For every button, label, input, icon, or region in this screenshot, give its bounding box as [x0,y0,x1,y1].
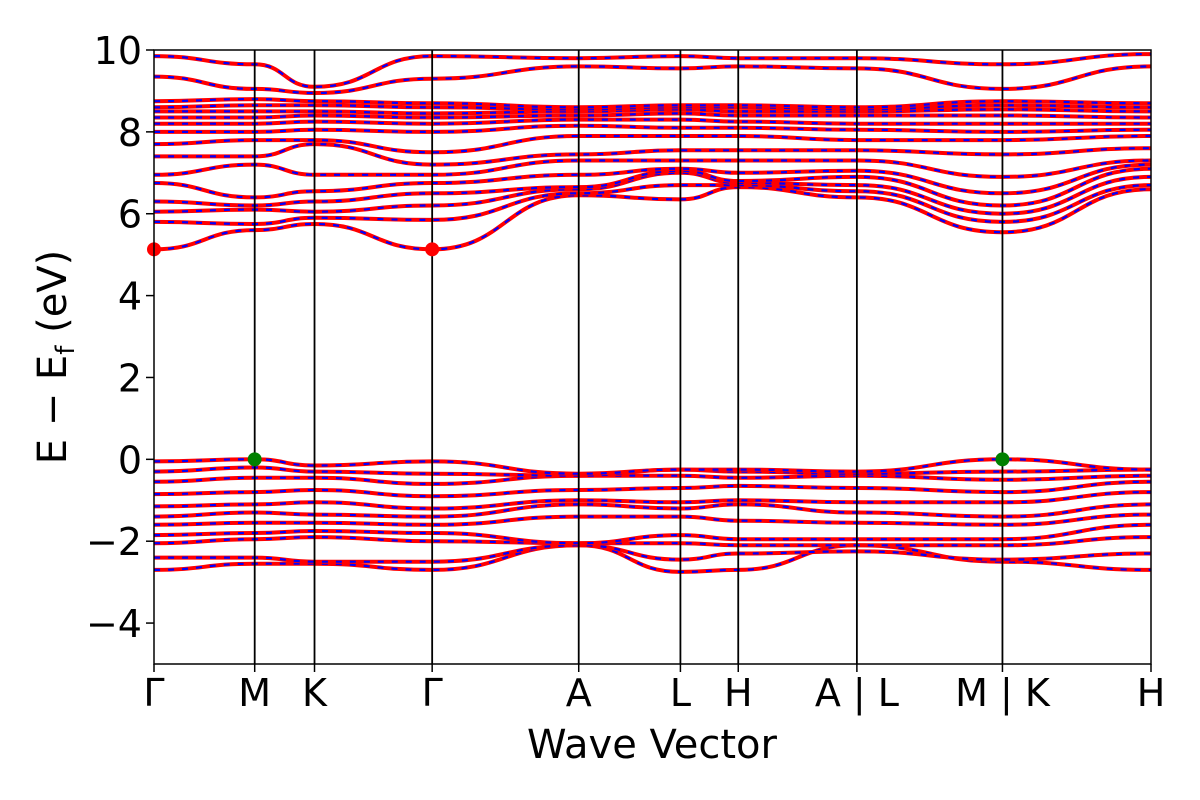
y-axis-label-subscript: f [51,345,81,355]
band-line-primary [154,117,1151,126]
band-line-secondary [154,108,1151,115]
x-tick-label: H [1137,671,1166,715]
y-tick-label: 4 [118,275,142,319]
band-line-primary [154,162,1151,200]
band-line-secondary [154,142,1151,166]
band-line-secondary [154,480,1151,498]
band-line-secondary [154,544,1151,574]
band-line-primary [154,123,1151,134]
x-tick-label: Γ [143,671,164,715]
plot-frame [153,49,1152,665]
band-line-secondary [154,112,1151,119]
x-tick-label: A | L [815,671,899,716]
band-line-secondary [154,104,1151,111]
bands-layer [154,52,1151,574]
x-tick-label: H [724,671,753,715]
x-tick-label: L [670,671,691,715]
band-line-primary [154,522,1151,546]
band-line-primary [154,479,1151,499]
vbm-marker [995,452,1010,467]
band-line-secondary [154,167,1151,207]
x-tick-label: Γ [422,671,443,715]
y-tick-label: 6 [118,193,142,237]
band-line-secondary [154,163,1151,199]
cbm-marker [425,242,440,257]
band-line-primary [154,543,1151,564]
band-line-secondary [154,535,1151,547]
band-line-secondary [154,466,1151,477]
x-tick-label: M | K [955,671,1051,716]
band-line-secondary [154,134,1151,154]
kpoint-lines [253,50,1004,664]
y-tick-label: 10 [94,29,142,73]
band-line-secondary [154,458,1151,475]
y-tick-label: −2 [86,520,142,564]
y-axis-label: E − Ef (eV) [30,250,81,465]
band-line-primary [154,473,1151,486]
band-line-primary [154,64,1151,96]
band-line-secondary [154,118,1151,125]
y-tick-label: 0 [118,438,142,482]
y-axis: −4 −2 0 2 4 6 8 10 [86,29,154,646]
band-line-secondary [154,503,1151,518]
x-tick-label: A [566,671,592,715]
band-line-secondary [154,97,1151,109]
band-line-secondary [154,65,1151,95]
y-tick-label: 2 [118,356,142,400]
x-axis-label: Wave Vector [527,722,778,768]
band-line-primary [154,52,1151,89]
band-line-primary [154,111,1151,120]
band-line-secondary [154,185,1151,251]
band-line-secondary [154,513,1151,526]
y-tick-label: −4 [86,602,142,646]
band-line-secondary [154,491,1151,510]
x-tick-label: M [238,671,271,715]
band-line-secondary [154,124,1151,134]
band-line-secondary [154,53,1151,88]
band-line-secondary [154,474,1151,486]
y-axis-label-unit: (eV) [30,250,76,346]
x-tick-label: K [302,671,328,715]
band-line-primary [154,158,1151,179]
y-tick-label: 8 [118,111,142,155]
y-axis-label-main: E − E [30,355,76,465]
vbm-marker [247,452,262,467]
band-line-secondary [154,183,1151,226]
